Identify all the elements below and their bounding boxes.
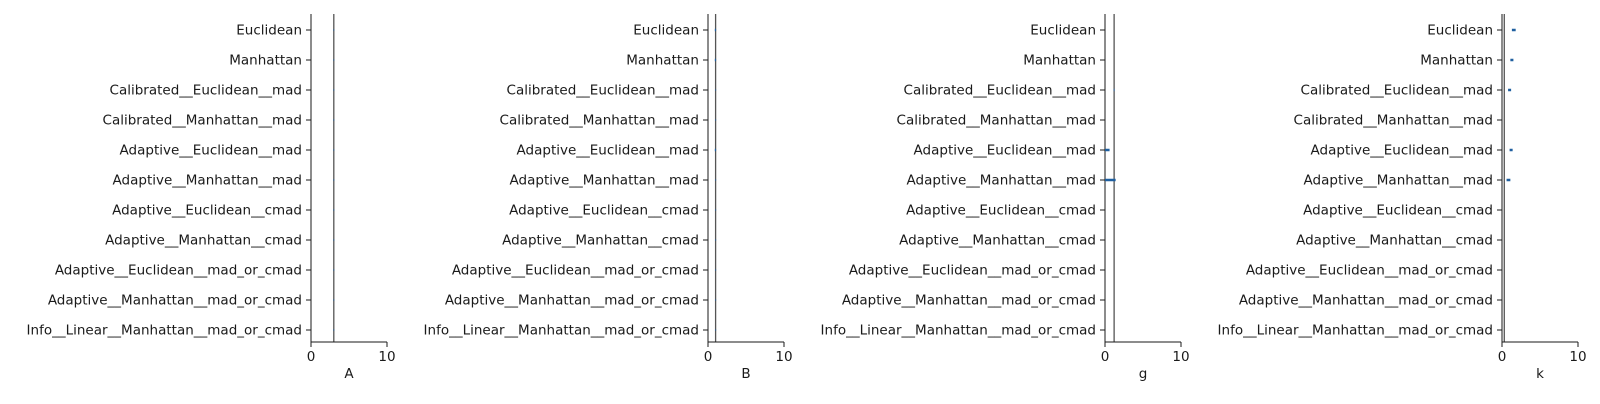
y-tick-label: Adaptive__Manhattan__mad bbox=[1304, 173, 1493, 189]
x-tick-label: 10 bbox=[378, 349, 395, 365]
data-point bbox=[333, 269, 335, 271]
y-tick-label: Manhattan bbox=[1420, 53, 1493, 69]
y-tick-label: Euclidean bbox=[236, 23, 302, 39]
data-point bbox=[333, 179, 335, 181]
panel-k: Euclidean Manhattan Calibrated__Euclidean_… bbox=[1218, 14, 1587, 382]
panel-A: Euclidean Manhattan Calibrated__Euclidean_… bbox=[27, 14, 396, 382]
y-tick-label: Info__Linear__Manhattan__mad_or_cmad bbox=[27, 323, 302, 339]
y-tick-label: Adaptive__Manhattan__mad bbox=[113, 173, 302, 189]
y-tick-label: Euclidean bbox=[1030, 23, 1096, 39]
y-tick-label: Adaptive__Euclidean__mad_or_cmad bbox=[849, 263, 1096, 279]
data-point bbox=[333, 239, 335, 241]
y-tick-label: Info__Linear__Manhattan__mad_or_cmad bbox=[821, 323, 1096, 339]
data-point bbox=[715, 29, 717, 31]
y-tick-label: Adaptive__Manhattan__mad bbox=[907, 173, 1096, 189]
y-tick-label: Manhattan bbox=[626, 53, 699, 69]
x-tick-label: 10 bbox=[1172, 349, 1189, 365]
data-point bbox=[715, 239, 717, 241]
y-tick-label: Adaptive__Manhattan__cmad bbox=[105, 233, 302, 249]
x-tick-label: 0 bbox=[704, 349, 713, 365]
y-tick-label: Calibrated__Euclidean__mad bbox=[904, 83, 1096, 99]
y-tick-label: Adaptive__Euclidean__mad bbox=[517, 143, 699, 159]
data-point bbox=[715, 329, 717, 331]
x-tick-label: 0 bbox=[1101, 349, 1110, 365]
x-axis-label: A bbox=[344, 366, 354, 382]
y-tick-label: Adaptive__Manhattan__cmad bbox=[899, 233, 1096, 249]
data-point bbox=[333, 299, 335, 301]
y-tick-label: Info__Linear__Manhattan__mad_or_cmad bbox=[424, 323, 699, 339]
y-tick-label: Adaptive__Manhattan__mad_or_cmad bbox=[445, 293, 699, 309]
data-point bbox=[715, 89, 717, 91]
data-point bbox=[715, 119, 717, 121]
y-tick-label: Adaptive__Euclidean__mad_or_cmad bbox=[1246, 263, 1493, 279]
panel-B: Euclidean Manhattan Calibrated__Euclidean_… bbox=[424, 14, 793, 382]
y-tick-label: Adaptive__Euclidean__cmad bbox=[112, 203, 302, 219]
y-tick-label: Adaptive__Manhattan__mad_or_cmad bbox=[1239, 293, 1493, 309]
data-point bbox=[715, 179, 717, 181]
y-tick-label: Adaptive__Manhattan__mad_or_cmad bbox=[842, 293, 1096, 309]
y-tick-label: Calibrated__Manhattan__mad bbox=[1294, 113, 1493, 129]
x-axis-label: B bbox=[741, 366, 750, 382]
x-tick-label: 0 bbox=[1498, 349, 1507, 365]
y-tick-label: Adaptive__Manhattan__mad bbox=[510, 173, 699, 189]
y-tick-label: Adaptive__Manhattan__cmad bbox=[1296, 233, 1493, 249]
y-tick-label: Euclidean bbox=[633, 23, 699, 39]
x-tick-label: 10 bbox=[1569, 349, 1586, 365]
y-tick-label: Calibrated__Manhattan__mad bbox=[500, 113, 699, 129]
data-point bbox=[333, 119, 335, 121]
data-point bbox=[715, 299, 717, 301]
data-point bbox=[715, 59, 717, 61]
y-tick-label: Calibrated__Euclidean__mad bbox=[1301, 83, 1493, 99]
y-tick-label: Calibrated__Manhattan__mad bbox=[103, 113, 302, 129]
y-tick-label: Adaptive__Euclidean__mad_or_cmad bbox=[55, 263, 302, 279]
y-tick-label: Adaptive__Euclidean__cmad bbox=[906, 203, 1096, 219]
y-tick-label: Adaptive__Euclidean__mad bbox=[914, 143, 1096, 159]
data-point bbox=[333, 209, 335, 211]
y-tick-label: Adaptive__Euclidean__mad bbox=[1311, 143, 1493, 159]
panel-g: Euclidean Manhattan Calibrated__Euclidean_… bbox=[821, 14, 1190, 382]
y-tick-label: Adaptive__Euclidean__cmad bbox=[509, 203, 699, 219]
y-tick-label: Euclidean bbox=[1427, 23, 1493, 39]
y-tick-label: Calibrated__Manhattan__mad bbox=[897, 113, 1096, 129]
x-tick-label: 0 bbox=[307, 349, 316, 365]
y-tick-label: Calibrated__Euclidean__mad bbox=[110, 83, 302, 99]
y-tick-label: Manhattan bbox=[229, 53, 302, 69]
y-tick-label: Adaptive__Manhattan__mad_or_cmad bbox=[48, 293, 302, 309]
y-tick-label: Adaptive__Euclidean__mad bbox=[120, 143, 302, 159]
y-tick-label: Info__Linear__Manhattan__mad_or_cmad bbox=[1218, 323, 1493, 339]
data-point bbox=[333, 149, 335, 151]
y-tick-label: Adaptive__Manhattan__cmad bbox=[502, 233, 699, 249]
data-point bbox=[715, 149, 717, 151]
data-point bbox=[715, 209, 717, 211]
x-tick-label: 10 bbox=[775, 349, 792, 365]
y-tick-label: Calibrated__Euclidean__mad bbox=[507, 83, 699, 99]
data-point bbox=[333, 329, 335, 331]
data-point bbox=[333, 89, 335, 91]
data-point bbox=[333, 29, 335, 31]
x-axis-label: k bbox=[1536, 366, 1544, 382]
x-axis-label: g bbox=[1139, 366, 1148, 382]
data-point bbox=[715, 269, 717, 271]
y-tick-label: Manhattan bbox=[1023, 53, 1096, 69]
y-tick-label: Adaptive__Euclidean__cmad bbox=[1303, 203, 1493, 219]
y-tick-label: Adaptive__Euclidean__mad_or_cmad bbox=[452, 263, 699, 279]
data-point bbox=[333, 59, 335, 61]
